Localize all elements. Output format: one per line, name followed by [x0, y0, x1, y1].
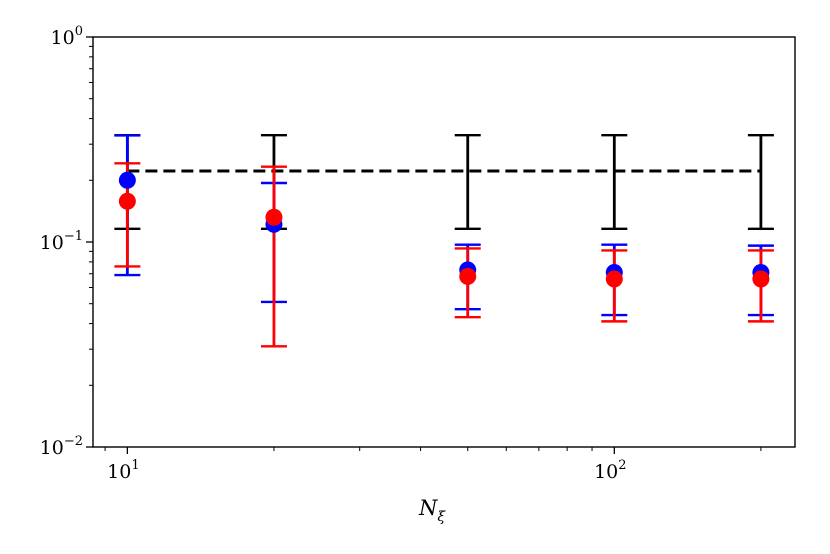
x-axis-label: Nξ: [418, 496, 446, 525]
data-point-2: [459, 267, 477, 285]
series-1: [114, 134, 774, 317]
data-point-2: [265, 208, 283, 226]
series-2: [114, 162, 774, 348]
data-point-2: [118, 192, 136, 210]
y-tick-label: 10−1: [40, 229, 83, 254]
data-point-2: [605, 270, 623, 288]
x-tick-label: 102: [594, 458, 626, 483]
y-tick-label: 10−2: [40, 434, 83, 459]
data-point-2: [752, 270, 770, 288]
plot-frame: [92, 36, 796, 448]
data-point-1: [118, 171, 136, 189]
series-0: [114, 133, 774, 230]
x-tick-label: 101: [107, 458, 139, 483]
y-tick-label: 100: [51, 24, 83, 49]
